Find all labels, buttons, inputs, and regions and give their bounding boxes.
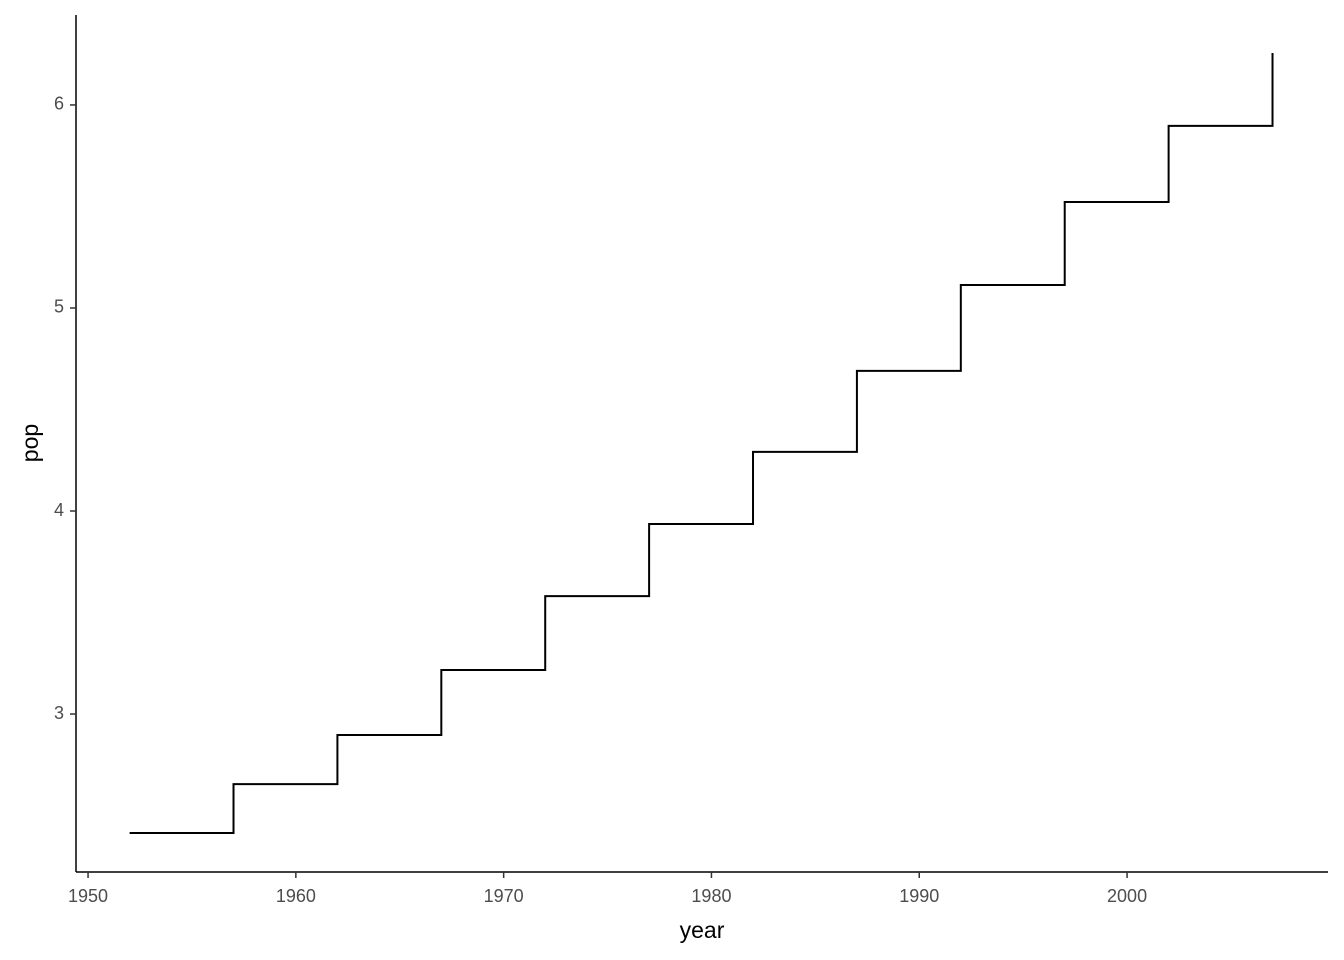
x-tick-label: 1990	[899, 886, 939, 906]
y-axis-title: pop	[17, 424, 43, 462]
step-line	[129, 52, 1274, 835]
y-tick-label: 3	[54, 703, 64, 723]
x-tick-label: 1970	[484, 886, 524, 906]
x-tick-label: 1960	[276, 886, 316, 906]
y-tick-label: 4	[54, 500, 64, 520]
x-tick-label: 2000	[1107, 886, 1147, 906]
y-tick-label: 5	[54, 297, 64, 317]
x-tick-label: 1950	[68, 886, 108, 906]
y-tick-label: 6	[54, 94, 64, 114]
x-axis-title: year	[680, 917, 725, 943]
x-tick-label: 1980	[691, 886, 731, 906]
